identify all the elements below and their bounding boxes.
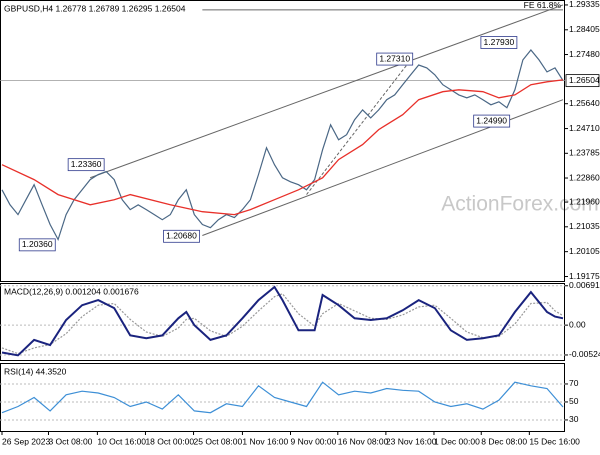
panel-title: GBPUSD,H4 1.26778 1.26789 1.26295 1.2650… (4, 3, 186, 13)
annotation-label: 1.20680 (166, 231, 197, 241)
last-price-box (565, 74, 600, 88)
annotation-box (67, 158, 105, 172)
x-tick-label: 18 Oct 00:00 (145, 436, 194, 446)
panel-frame (0, 0, 565, 282)
panel-title: RSI(14) 44.3520 (4, 366, 67, 376)
y-tick-label: 70 (569, 378, 579, 388)
y-tick-label: 0.00 (569, 319, 586, 329)
annotation-box (18, 238, 56, 252)
series-line (1, 285, 564, 357)
y-tick-label: 0.006915 (569, 280, 600, 290)
annotation-box (376, 52, 414, 66)
x-tick-label: 23 Nov 16:00 (386, 436, 437, 446)
panel-frame (0, 283, 565, 361)
panel-frame (0, 363, 565, 432)
y-tick-label: 1.21035 (569, 221, 600, 231)
last-price-label: 1.26504 (569, 75, 600, 85)
y-tick-label: 1.27480 (569, 49, 600, 59)
x-tick-label: 25 Oct 08:00 (194, 436, 243, 446)
fe-label: FE 61.8% (524, 0, 562, 10)
annotation-label: 1.23360 (71, 159, 102, 169)
trend-line (306, 59, 412, 195)
annotation-box (473, 114, 511, 128)
watermark: ActionForex.com (441, 193, 599, 216)
x-tick-label: 26 Sep 2023 (2, 436, 50, 446)
x-tick-label: 16 Nov 08:00 (338, 436, 389, 446)
annotation-box (480, 36, 518, 49)
annotation-label: 1.20360 (22, 239, 53, 249)
y-tick-label: 50 (569, 396, 579, 406)
annotation-label: 1.27930 (484, 37, 515, 47)
y-tick-label: 1.21960 (569, 196, 600, 206)
y-tick-label: 1.22860 (569, 172, 600, 182)
panel-title: MACD(12,26,9) 0.001204 0.001676 (4, 286, 139, 296)
trend-line (89, 4, 564, 179)
annotation-label: 1.27310 (379, 53, 410, 63)
x-tick-label: 3 Oct 08:00 (48, 436, 92, 446)
y-tick-label: 1.23785 (569, 148, 600, 158)
x-tick-label: 1 Dec 00:00 (434, 436, 480, 446)
x-tick-label: 1 Nov 16:00 (242, 436, 288, 446)
annotation-box (163, 229, 200, 243)
annotation-label: 1.24990 (476, 115, 507, 125)
y-tick-label: 1.25640 (569, 98, 600, 108)
series-line (1, 381, 564, 414)
y-tick-label: 1.28405 (569, 24, 600, 34)
y-tick-label: 30 (569, 414, 579, 424)
y-tick-label: 1.20105 (569, 246, 600, 256)
y-tick-label: 1.29335 (569, 0, 600, 9)
x-tick-label: 10 Oct 16:00 (97, 436, 146, 446)
y-tick-label: 1.19175 (569, 271, 600, 281)
series-line (1, 49, 564, 242)
series-line (1, 79, 564, 216)
y-tick-label: -0.005241 (569, 349, 600, 359)
x-tick-label: 9 Nov 00:00 (291, 436, 337, 446)
x-tick-label: 8 Dec 08:00 (481, 436, 527, 446)
y-tick-label: 1.24710 (569, 123, 600, 133)
x-tick-label: 15 Dec 16:00 (529, 436, 580, 446)
